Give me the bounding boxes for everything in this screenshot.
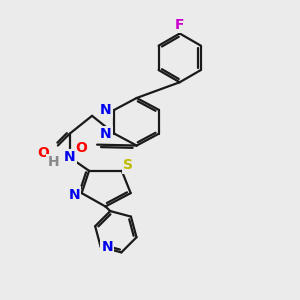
Text: N: N — [68, 188, 80, 202]
Text: O: O — [38, 146, 50, 160]
Text: H: H — [48, 155, 59, 169]
Text: O: O — [76, 141, 88, 154]
Text: F: F — [175, 18, 184, 32]
Text: N: N — [100, 127, 112, 141]
Text: N: N — [100, 103, 112, 117]
Text: N: N — [64, 150, 76, 164]
Text: S: S — [123, 158, 133, 172]
Text: N: N — [101, 240, 113, 254]
